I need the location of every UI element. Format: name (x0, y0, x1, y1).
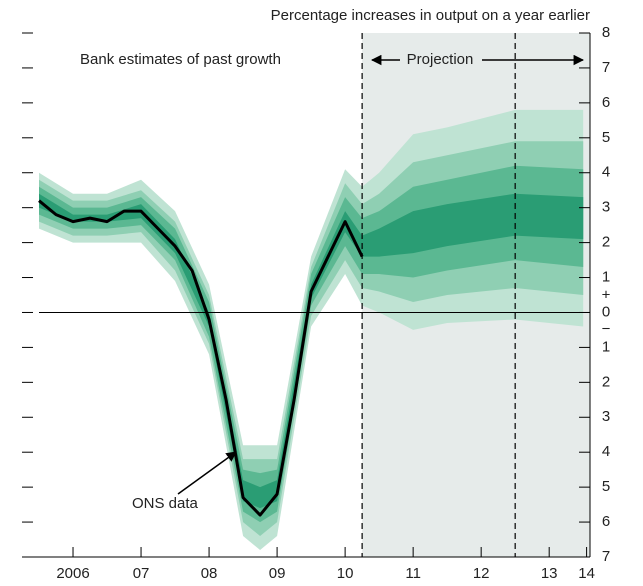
y-tick-label: 1 (602, 338, 610, 355)
x-tick-label: 09 (269, 565, 286, 582)
y-tick-label: 5 (602, 478, 610, 495)
y-tick-label: 3 (602, 408, 610, 425)
y-tick-label: 4 (602, 443, 610, 460)
y-tick-label: 7 (602, 59, 610, 76)
y-tick-label: 7 (602, 548, 610, 565)
x-tick-label: 2006 (56, 565, 89, 582)
x-tick-label: 08 (201, 565, 218, 582)
y-tick-label: 2 (602, 234, 610, 251)
y-tick-label: 1 (602, 269, 610, 286)
y-tick-label: 2 (602, 373, 610, 390)
fan-band (39, 193, 584, 509)
x-tick-label: 12 (473, 565, 490, 582)
fan-band (39, 165, 584, 523)
y-tick-label: 6 (602, 94, 610, 111)
annotation: Bank estimates of past growth (80, 51, 281, 68)
x-tick-label: 11 (405, 565, 421, 582)
chart-title: Percentage increases in output on a year… (271, 7, 590, 24)
x-tick-label: 13 (541, 565, 558, 582)
y-tick-label: 5 (602, 129, 610, 146)
sign-label: + (602, 286, 611, 303)
x-tick-label: 07 (133, 565, 150, 582)
sign-label: − (602, 320, 611, 337)
y-tick-label: 4 (602, 164, 610, 181)
x-tick-label: 14 (578, 565, 595, 582)
annotation: ONS data (132, 495, 199, 512)
x-tick-label: 10 (337, 565, 354, 582)
annotation: Projection (407, 51, 474, 68)
y-tick-label: 0 (602, 303, 610, 320)
y-tick-label: 8 (602, 24, 610, 41)
arrow (177, 451, 237, 495)
y-tick-label: 3 (602, 199, 610, 216)
y-tick-label: 6 (602, 513, 610, 530)
line (38, 199, 364, 517)
